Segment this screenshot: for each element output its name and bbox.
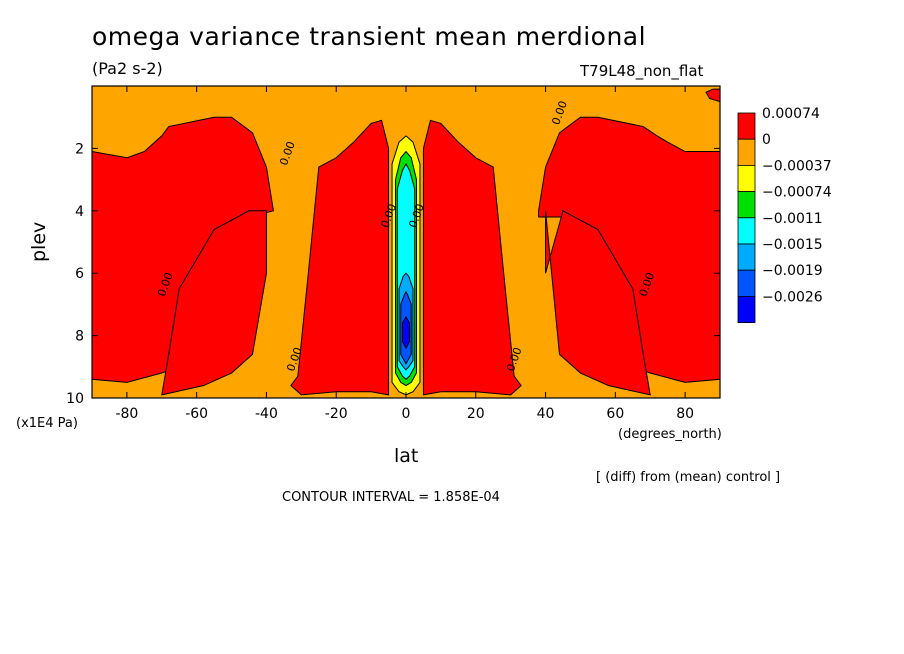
x-tick-label: 40: [537, 406, 555, 422]
colorbar-label: −0.0019: [762, 263, 823, 279]
colorbar-label: −0.0011: [762, 211, 823, 227]
colorbar-swatch: [737, 112, 756, 140]
colorbar-swatch: [737, 243, 756, 271]
colorbar-swatch: [737, 138, 756, 166]
colorbar: 0.00074 0 −0.00037 −0.00074 −0.0011 −0.0015 −0…: [737, 106, 832, 323]
x-tick-label: 20: [467, 406, 485, 422]
plot-area: 0.000.000.000.00 0.000.000.000.00-80 -60 -4…: [66, 85, 721, 422]
run-label: T79L48_non_flat: [580, 62, 704, 80]
colorbar-label: −0.00074: [762, 185, 832, 201]
x-tick-label: 80: [676, 406, 694, 422]
x-axis-label: lat: [394, 445, 419, 467]
colorbar-label: 0.00074: [762, 106, 820, 122]
contour-region-3: [422, 119, 522, 396]
x-tick-label: -80: [115, 406, 138, 422]
colorbar-label: 0: [762, 132, 771, 148]
chart-units: (Pa2 s-2): [92, 59, 163, 78]
y-tick-label: 8: [75, 329, 84, 345]
contour-region-1: [161, 210, 267, 396]
x-tick-label: -40: [255, 406, 278, 422]
chart-title: omega variance transient mean merdional: [92, 22, 647, 51]
colorbar-swatch: [737, 269, 756, 297]
contour-region-2: [290, 119, 390, 396]
colorbar-label: −0.0026: [762, 289, 823, 305]
contour-interval: CONTOUR INTERVAL = 1.858E-04: [282, 490, 500, 505]
y-axis-label: plev: [28, 221, 50, 262]
x-tick-label: -20: [325, 406, 348, 422]
colorbar-label: −0.00037: [762, 158, 832, 174]
x-tick-label: -60: [185, 406, 208, 422]
contour-region-12: [402, 315, 410, 350]
y-axis-units: (x1E4 Pa): [16, 416, 78, 431]
diff-note: [ (diff) from (mean) control ]: [596, 470, 781, 485]
contour-region-5: [545, 210, 651, 396]
y-tick-label: 6: [75, 266, 84, 282]
colorbar-swatch: [737, 191, 756, 219]
x-tick-label: 0: [402, 406, 411, 422]
y-tick-label: 10: [66, 391, 84, 407]
y-tick-label: 4: [75, 204, 84, 220]
colorbar-swatch: [737, 164, 756, 192]
colorbar-swatch: [737, 295, 756, 323]
contour-region-0: [91, 116, 274, 383]
colorbar-label: −0.0015: [762, 237, 823, 253]
x-tick-label: 60: [606, 406, 624, 422]
colorbar-swatch: [737, 217, 756, 245]
x-axis-units: (degrees_north): [618, 427, 722, 442]
y-tick-label: 2: [75, 141, 84, 157]
